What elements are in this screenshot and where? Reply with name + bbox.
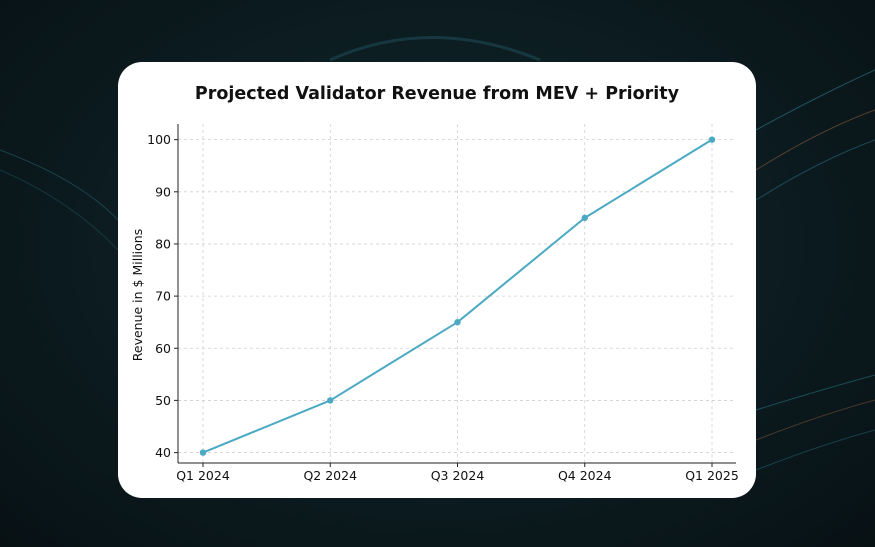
data-point: [581, 214, 588, 222]
background-streak: [755, 374, 875, 411]
background-streak: [0, 149, 119, 221]
background-arc: [329, 36, 541, 62]
series-layer: [199, 136, 716, 456]
tick-labels: Q1 2024 Q2 2024 Q3 2024 Q4 2024 Q1 2025 40 50 6…: [147, 132, 739, 483]
background-streak: [755, 139, 875, 201]
y-tick-label: 100: [147, 132, 171, 147]
x-tick-label: Q1 2025: [685, 468, 739, 483]
y-tick-label: 50: [155, 393, 171, 408]
y-tick-label: 40: [155, 445, 171, 460]
data-point: [327, 397, 334, 404]
chart-title: Projected Validator Revenue from MEV + P…: [195, 84, 680, 104]
grid-layer: [178, 124, 736, 463]
x-tick-label: Q4 2024: [558, 468, 612, 483]
y-tick-label: 90: [155, 184, 171, 199]
data-point: [454, 318, 461, 326]
x-tick-label: Q3 2024: [431, 468, 485, 483]
background-streak: [755, 399, 875, 441]
y-axis-label: Revenue in $ Millions: [130, 229, 145, 361]
y-tick-label: 80: [155, 236, 171, 251]
background-streak: [755, 69, 875, 131]
x-tick-label: Q1 2024: [176, 468, 230, 483]
line-chart: Projected Validator Revenue from MEV + P…: [130, 84, 739, 483]
chart-card: Projected Validator Revenue from MEV + P…: [118, 62, 756, 498]
data-point: [199, 449, 207, 456]
x-tick-label: Q2 2024: [303, 468, 357, 483]
axis-layer: [174, 124, 736, 467]
background-streak: [755, 109, 875, 171]
y-tick-label: 70: [155, 289, 171, 304]
background-streak: [755, 429, 875, 471]
background-streak: [0, 169, 119, 251]
y-tick-label: 60: [155, 341, 171, 356]
data-point: [708, 136, 716, 143]
